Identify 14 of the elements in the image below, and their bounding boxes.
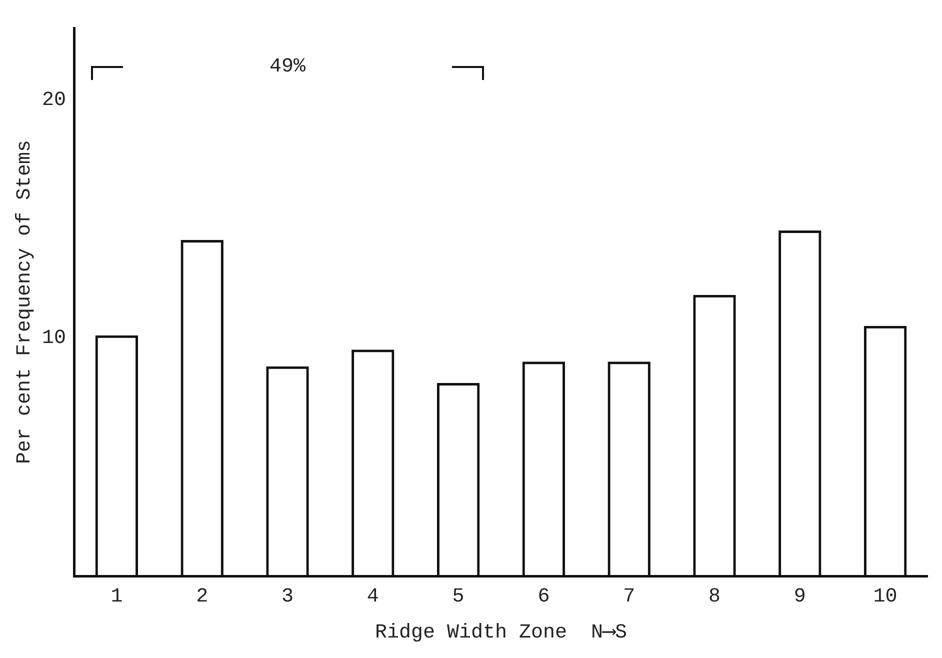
x-tick-label: 9 [794, 585, 806, 608]
x-tick-label: 10 [873, 585, 898, 608]
annotation: 49% [269, 55, 306, 78]
y-tick-label: 20 [42, 88, 66, 112]
x-tick-label: 5 [452, 585, 464, 608]
x-tick-label: 3 [281, 585, 294, 608]
y-axis-title: Per cent Frequency of Stems [13, 140, 36, 464]
x-tick-label: 8 [708, 585, 721, 608]
x-tick-label: 2 [196, 585, 208, 608]
x-tick-label: 1 [110, 585, 123, 608]
x-tick-label: 7 [623, 585, 636, 608]
x-axis-title: Ridge Width Zone N⟶S [374, 621, 628, 644]
x-tick-label: 6 [538, 585, 550, 608]
x-tick-label: 4 [366, 585, 379, 608]
